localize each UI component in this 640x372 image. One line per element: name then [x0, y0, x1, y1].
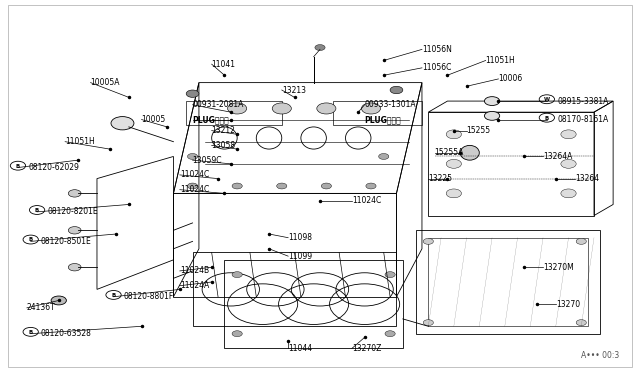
Circle shape [561, 130, 576, 139]
Text: 10006: 10006 [499, 74, 523, 83]
Text: A••• 00:3: A••• 00:3 [581, 350, 620, 359]
Circle shape [446, 189, 461, 198]
Circle shape [385, 272, 395, 278]
Text: 11041: 11041 [212, 60, 236, 69]
Text: 08120-8201E: 08120-8201E [47, 207, 98, 217]
Circle shape [484, 112, 500, 120]
Circle shape [51, 296, 67, 305]
Text: 11024A: 11024A [180, 281, 209, 290]
Text: 11024C: 11024C [180, 185, 209, 194]
Circle shape [188, 183, 198, 189]
Text: 13264: 13264 [575, 174, 599, 183]
Circle shape [561, 189, 576, 198]
Text: 00931-2081A: 00931-2081A [193, 100, 244, 109]
Circle shape [446, 130, 461, 139]
Circle shape [423, 320, 433, 326]
Text: 11024C: 11024C [180, 170, 209, 179]
Text: 08120-63528: 08120-63528 [41, 329, 92, 338]
Text: 10005: 10005 [141, 115, 166, 124]
Circle shape [68, 190, 81, 197]
Text: 24136T: 24136T [27, 303, 56, 312]
Text: 11024B: 11024B [180, 266, 209, 275]
Text: 11024C: 11024C [352, 196, 381, 205]
Text: 00933-1301A: 00933-1301A [365, 100, 416, 109]
Bar [333, 101, 422, 125]
Text: 08120-62029: 08120-62029 [28, 163, 79, 172]
Circle shape [317, 103, 336, 114]
Circle shape [232, 331, 243, 337]
Circle shape [390, 86, 403, 94]
Circle shape [561, 160, 576, 168]
Text: 13225: 13225 [428, 174, 452, 183]
Text: B: B [16, 164, 20, 169]
Circle shape [111, 116, 134, 130]
Text: 11056C: 11056C [422, 63, 451, 72]
Text: PLUGプラグ: PLUGプラグ [193, 115, 229, 124]
Text: 08120-8801F: 08120-8801F [124, 292, 174, 301]
Circle shape [272, 103, 291, 114]
Text: PLUGプラグ: PLUGプラグ [365, 115, 401, 124]
Text: 13059C: 13059C [193, 155, 222, 165]
Text: 15255A: 15255A [435, 148, 464, 157]
Text: 11056N: 11056N [422, 45, 452, 54]
Circle shape [484, 97, 500, 106]
Circle shape [228, 103, 246, 114]
Circle shape [379, 154, 389, 160]
Circle shape [188, 154, 198, 160]
Text: 11099: 11099 [288, 251, 312, 261]
Text: 13264A: 13264A [543, 152, 572, 161]
Circle shape [446, 160, 461, 168]
Circle shape [576, 320, 586, 326]
Circle shape [321, 183, 332, 189]
Circle shape [276, 183, 287, 189]
Text: 13270M: 13270M [543, 263, 574, 272]
Circle shape [186, 90, 199, 97]
Circle shape [362, 103, 381, 114]
Text: 13058: 13058 [212, 141, 236, 150]
Text: 10005A: 10005A [91, 78, 120, 87]
Circle shape [232, 272, 243, 278]
Text: B: B [545, 116, 549, 121]
Text: 13270Z: 13270Z [352, 344, 381, 353]
Circle shape [68, 227, 81, 234]
Text: 11098: 11098 [288, 233, 312, 242]
Text: B: B [29, 237, 33, 243]
Text: 08120-8501E: 08120-8501E [41, 237, 92, 246]
Text: 13212: 13212 [212, 126, 236, 135]
Text: B: B [29, 330, 33, 335]
Text: 13213: 13213 [282, 86, 306, 94]
Text: 15255: 15255 [467, 126, 491, 135]
Bar [186, 101, 282, 125]
Text: W: W [544, 97, 550, 102]
Circle shape [315, 45, 325, 51]
Circle shape [68, 263, 81, 271]
Circle shape [385, 331, 395, 337]
Text: 11044: 11044 [288, 344, 312, 353]
Text: B: B [111, 293, 116, 298]
Text: 11051H: 11051H [486, 56, 515, 65]
Circle shape [232, 183, 243, 189]
Text: 13270: 13270 [556, 300, 580, 309]
Circle shape [576, 238, 586, 244]
Ellipse shape [460, 145, 479, 160]
Circle shape [423, 238, 433, 244]
Text: 08915-3381A: 08915-3381A [557, 97, 609, 106]
Circle shape [366, 183, 376, 189]
Text: 11051H: 11051H [65, 137, 95, 146]
Text: B: B [35, 208, 39, 213]
Text: 08170-8161A: 08170-8161A [557, 115, 608, 124]
